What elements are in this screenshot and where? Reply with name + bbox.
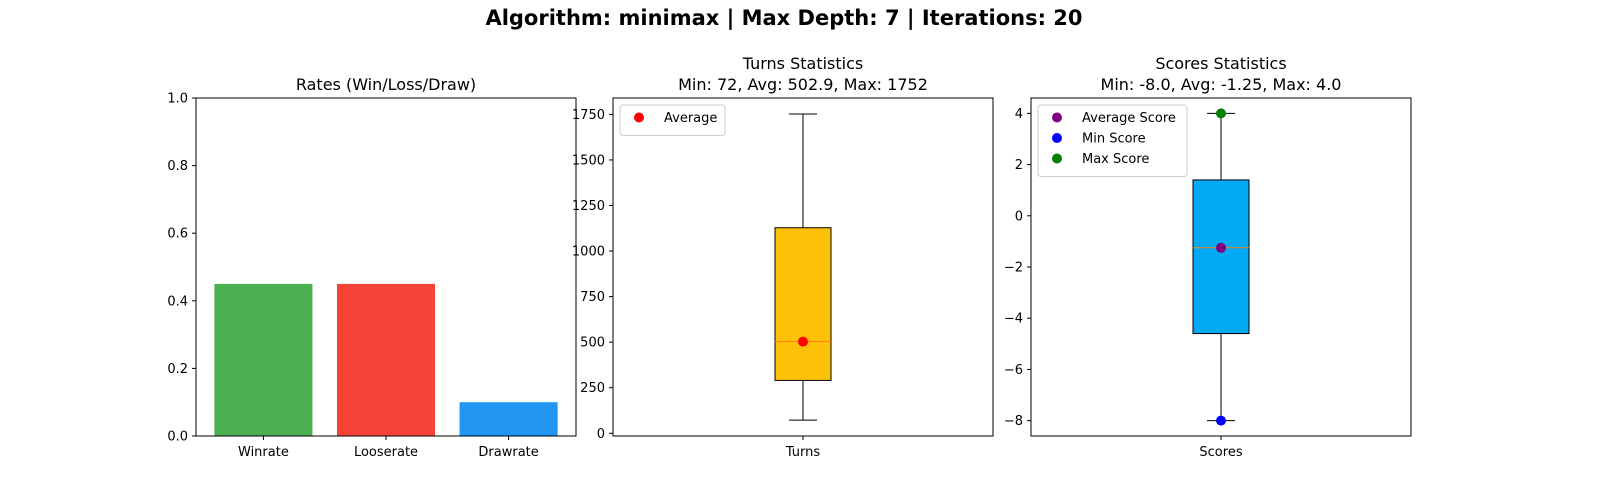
chart-panel-1: Rates (Win/Loss/Draw) 0.0 0.2 0.4 0.6 0.8 1.0 W… <box>167 75 577 460</box>
y-tick-label: 0.2 <box>167 362 188 377</box>
y-tick-label: 0 <box>1015 209 1023 224</box>
axes-frame <box>195 97 577 437</box>
legend-marker <box>634 112 644 123</box>
y-tick-label: 500 <box>580 336 605 351</box>
y-tick-label: 1500 <box>572 153 605 168</box>
chart-panel-2: Turns Statistics Min: 72, Avg: 502.9, Max… <box>572 54 994 460</box>
y-tick-label: 1250 <box>572 199 605 214</box>
bar-drawrate <box>459 402 558 436</box>
panel-subtitle: Min: 72, Avg: 502.9, Max: 1752 <box>678 75 928 94</box>
marker-average <box>798 336 808 347</box>
marker-max-score <box>1216 108 1226 119</box>
x-tick-label: Turns <box>785 445 821 460</box>
legend-marker <box>1052 133 1062 143</box>
y-tick-label: 0.4 <box>167 294 188 309</box>
y-tick-label: 1000 <box>572 245 605 260</box>
bar-winrate <box>214 283 313 436</box>
y-tick-label: −6 <box>1004 363 1023 378</box>
x-tick-label: Looserate <box>354 445 418 460</box>
chart-panel-3: Scores Statistics Min: -8.0, Avg: -1.25, … <box>1004 54 1412 460</box>
legend-label: Average <box>664 111 717 126</box>
legend-marker <box>1052 153 1062 164</box>
legend-label: Min Score <box>1082 132 1146 147</box>
legend-box <box>619 104 726 136</box>
bar-looserate <box>336 283 436 436</box>
legend-box <box>1037 104 1188 177</box>
axes-frame <box>612 97 994 437</box>
legend-label: Average Score <box>1082 111 1176 126</box>
panel-title: Turns Statistics <box>742 54 863 73</box>
y-tick-label: 0.8 <box>167 159 188 174</box>
y-tick-label: −8 <box>1004 414 1023 429</box>
y-tick-label: 1.0 <box>167 92 188 107</box>
y-tick-label: 250 <box>580 381 605 396</box>
marker-average-score <box>1216 242 1226 253</box>
box <box>1192 179 1250 335</box>
y-tick-label: 750 <box>580 290 605 305</box>
box <box>774 227 832 381</box>
x-tick-label: Winrate <box>238 445 289 460</box>
panel-subtitle: Min: -8.0, Avg: -1.25, Max: 4.0 <box>1101 75 1342 94</box>
panel-title: Rates (Win/Loss/Draw) <box>296 75 476 94</box>
legend-label: Max Score <box>1082 152 1149 167</box>
y-tick-label: 2 <box>1015 158 1023 173</box>
legend-marker <box>1052 112 1062 123</box>
y-tick-label: −2 <box>1004 261 1023 276</box>
y-tick-label: 1750 <box>572 108 605 123</box>
panel-title: Scores Statistics <box>1155 54 1286 73</box>
y-tick-label: 0 <box>597 427 605 442</box>
figure-title: Algorithm: minimax | Max Depth: 7 | Iter… <box>485 6 1082 31</box>
y-tick-label: 4 <box>1015 107 1023 122</box>
x-tick-label: Drawrate <box>478 445 538 460</box>
marker-min-score <box>1216 415 1226 426</box>
y-tick-label: 0.0 <box>167 430 188 445</box>
axes-frame <box>1030 97 1412 437</box>
y-tick-label: 0.6 <box>167 227 188 242</box>
y-tick-label: −4 <box>1004 312 1023 327</box>
x-tick-label: Scores <box>1199 445 1242 460</box>
